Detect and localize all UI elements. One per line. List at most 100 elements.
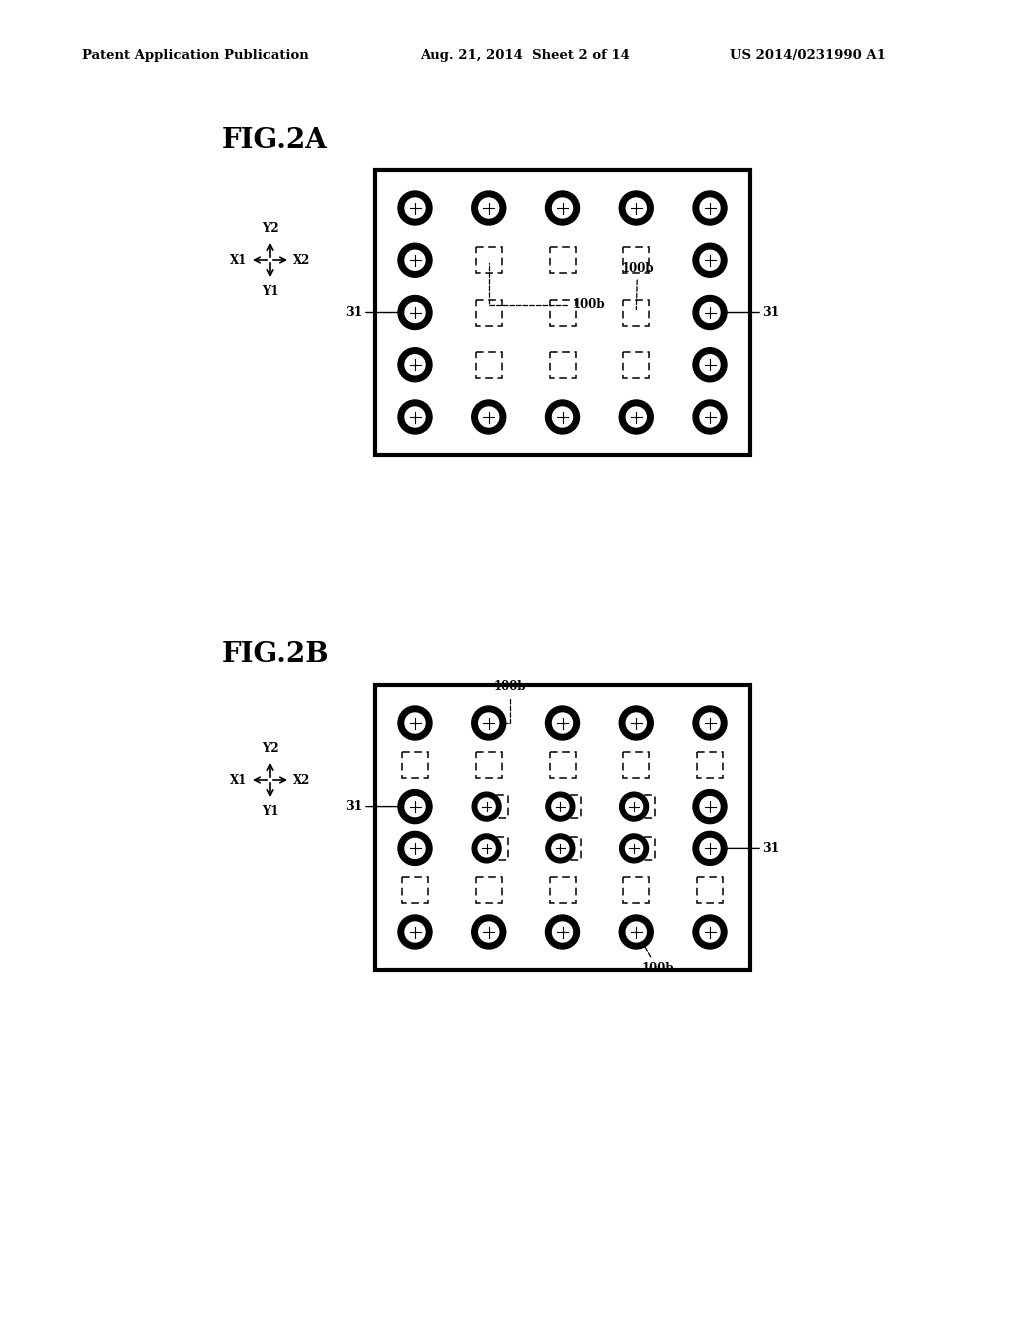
Bar (624, 752, 649, 777)
Text: 100b: 100b (492, 680, 526, 723)
Circle shape (398, 706, 432, 741)
Circle shape (700, 407, 720, 426)
Bar (624, 878, 649, 903)
Circle shape (626, 840, 643, 857)
Bar (476, 247, 502, 273)
Circle shape (693, 347, 727, 381)
Circle shape (700, 796, 720, 817)
Circle shape (406, 838, 425, 858)
Text: 31: 31 (346, 800, 413, 813)
Circle shape (478, 799, 496, 814)
Circle shape (398, 789, 432, 824)
Text: US 2014/0231990 A1: US 2014/0231990 A1 (730, 49, 886, 62)
Text: Aug. 21, 2014  Sheet 2 of 14: Aug. 21, 2014 Sheet 2 of 14 (420, 49, 630, 62)
Circle shape (620, 706, 653, 741)
Circle shape (552, 799, 569, 814)
Circle shape (472, 792, 501, 821)
Circle shape (620, 834, 648, 863)
Circle shape (700, 838, 720, 858)
Circle shape (479, 921, 499, 942)
Text: X2: X2 (293, 253, 310, 267)
Bar (632, 837, 655, 861)
Bar (697, 878, 723, 903)
Text: X1: X1 (229, 774, 247, 787)
Bar (624, 300, 649, 326)
Text: 31: 31 (346, 306, 413, 319)
Circle shape (620, 915, 653, 949)
Circle shape (627, 407, 646, 426)
Bar (402, 878, 428, 903)
Bar (476, 300, 502, 326)
Circle shape (620, 191, 653, 224)
Circle shape (472, 915, 506, 949)
Circle shape (398, 243, 432, 277)
Circle shape (398, 347, 432, 381)
Circle shape (546, 400, 580, 434)
Circle shape (553, 713, 572, 733)
Circle shape (700, 355, 720, 375)
Text: FIG.2A: FIG.2A (222, 127, 328, 153)
Circle shape (693, 789, 727, 824)
Circle shape (627, 713, 646, 733)
Circle shape (546, 915, 580, 949)
Circle shape (478, 840, 496, 857)
Text: 100b: 100b (638, 935, 674, 975)
Circle shape (553, 198, 572, 218)
Text: Y1: Y1 (262, 805, 279, 818)
Text: Y2: Y2 (262, 222, 279, 235)
Circle shape (693, 296, 727, 330)
Circle shape (553, 921, 572, 942)
Circle shape (693, 915, 727, 949)
Bar (550, 351, 575, 378)
Circle shape (472, 400, 506, 434)
Circle shape (406, 796, 425, 817)
Text: X1: X1 (229, 253, 247, 267)
Bar (484, 837, 508, 861)
Circle shape (693, 191, 727, 224)
Circle shape (627, 921, 646, 942)
Text: 100b: 100b (488, 263, 605, 312)
Text: Y1: Y1 (262, 285, 279, 298)
Circle shape (693, 832, 727, 866)
Circle shape (546, 706, 580, 741)
Text: 31: 31 (713, 306, 779, 319)
Circle shape (479, 198, 499, 218)
Bar (624, 247, 649, 273)
Circle shape (546, 792, 574, 821)
Circle shape (546, 191, 580, 224)
Circle shape (693, 243, 727, 277)
Bar (476, 351, 502, 378)
Circle shape (406, 251, 425, 271)
Circle shape (553, 407, 572, 426)
Circle shape (398, 915, 432, 949)
Bar (624, 351, 649, 378)
Bar (550, 752, 575, 777)
Bar (550, 300, 575, 326)
Bar (476, 752, 502, 777)
Bar (484, 795, 508, 818)
Circle shape (398, 400, 432, 434)
Bar (375, 170, 750, 455)
Text: Y2: Y2 (262, 742, 279, 755)
Text: FIG.2B: FIG.2B (222, 642, 330, 668)
Circle shape (546, 834, 574, 863)
Circle shape (552, 840, 569, 857)
Bar (632, 795, 655, 818)
Bar (550, 878, 575, 903)
Circle shape (406, 713, 425, 733)
Circle shape (472, 834, 501, 863)
Circle shape (472, 191, 506, 224)
Text: X2: X2 (293, 774, 310, 787)
Circle shape (406, 198, 425, 218)
Bar (558, 837, 582, 861)
Circle shape (406, 355, 425, 375)
Bar (550, 247, 575, 273)
Circle shape (620, 400, 653, 434)
Circle shape (398, 191, 432, 224)
Bar (558, 795, 582, 818)
Circle shape (620, 792, 648, 821)
Circle shape (398, 296, 432, 330)
Text: 100b: 100b (622, 261, 654, 310)
Bar (476, 878, 502, 903)
Circle shape (398, 832, 432, 866)
